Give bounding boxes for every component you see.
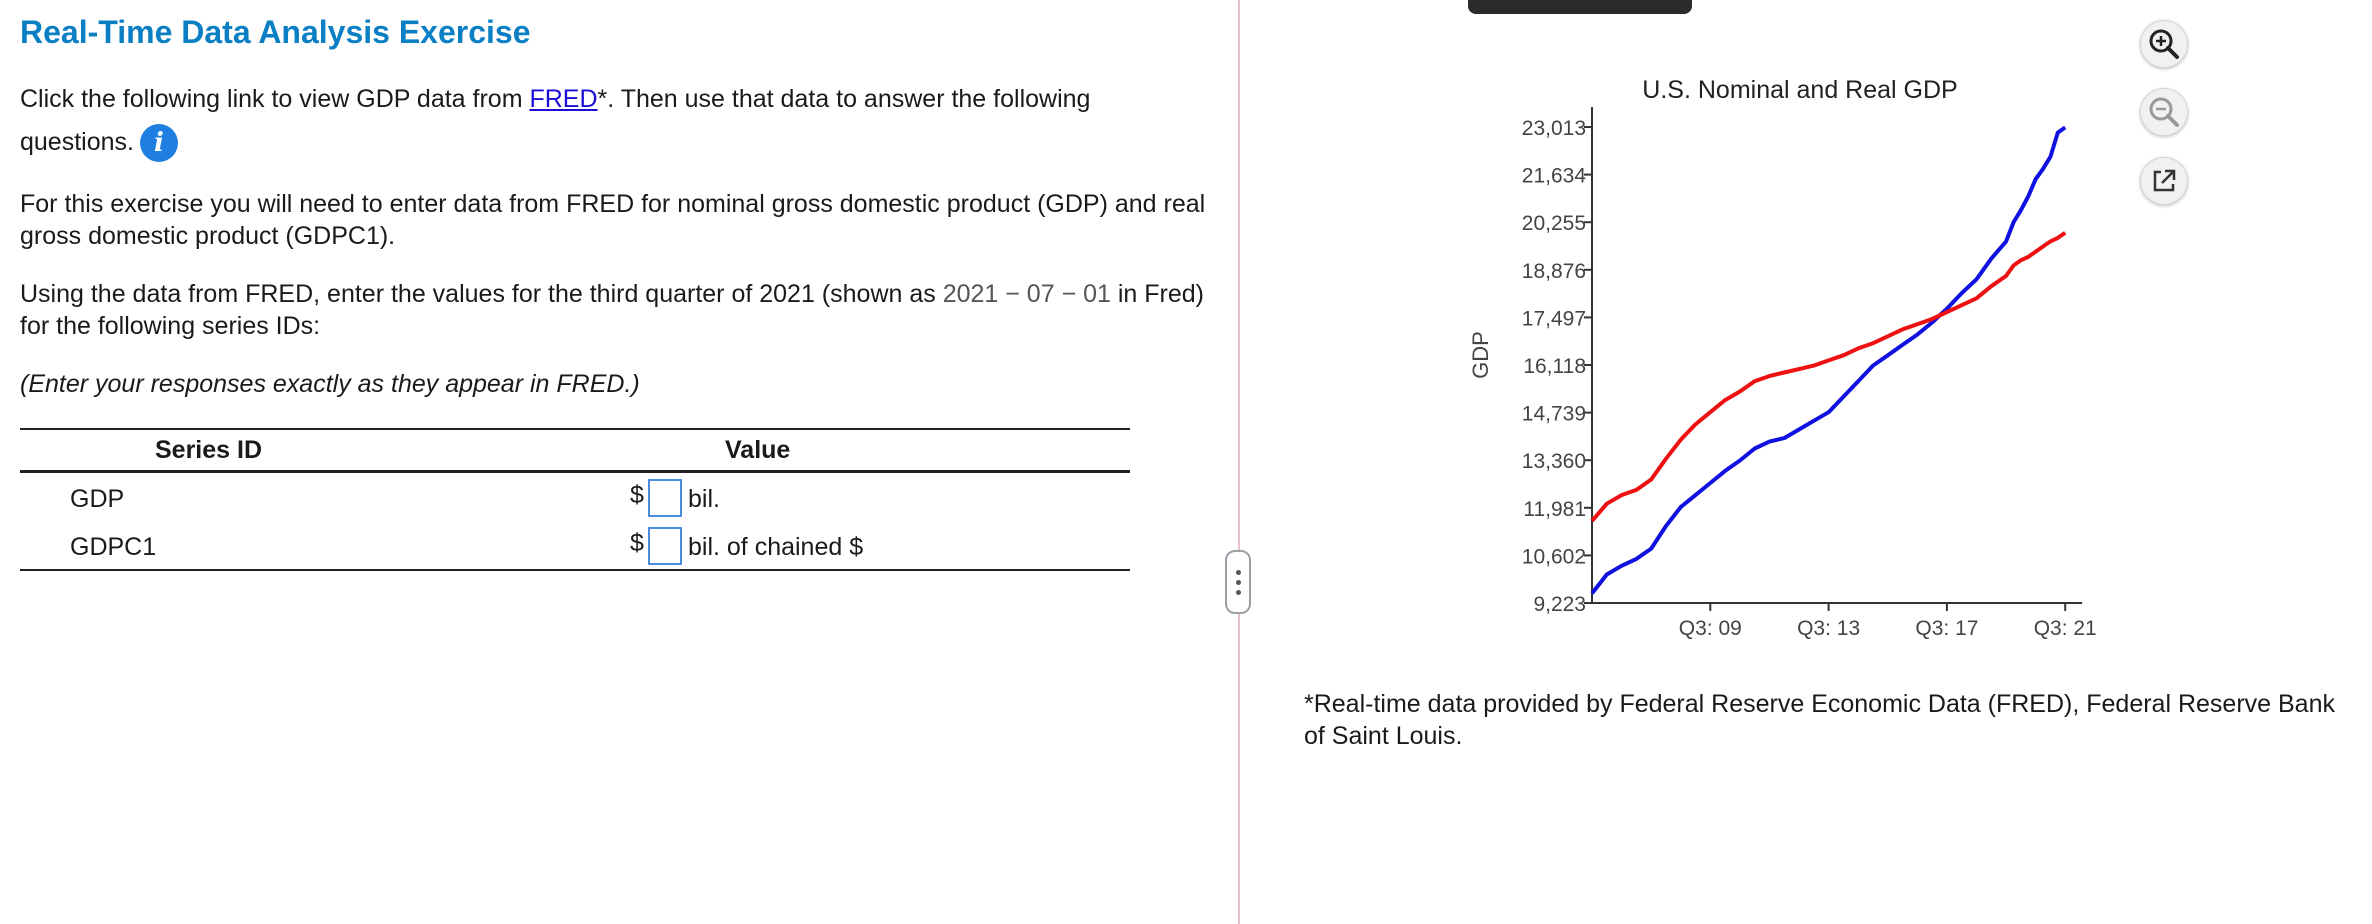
fred-footnote: *Real-time data provided by Federal Rese… xyxy=(1304,690,2335,750)
series-line-1 xyxy=(1590,231,2067,523)
series-id-gdpc1: GDPC1 xyxy=(70,533,157,561)
x-tick-label: Q3: 13 xyxy=(1797,617,1860,640)
external-link-icon xyxy=(2153,169,2176,192)
dollar-prefix: $ xyxy=(630,481,644,509)
y-tick-label: 16,118 xyxy=(1523,355,1586,378)
y-tick-label: 10,602 xyxy=(1522,545,1586,568)
fred-link[interactable]: FRED xyxy=(529,85,598,113)
instructions-paragraph: For this exercise you will need to enter… xyxy=(20,190,1206,250)
intro-paragraph: Click the following link to view GDP dat… xyxy=(20,78,1180,164)
gdp-chart: U.S. Nominal and Real GDP GDP 9,223 10,60… xyxy=(1468,76,2097,640)
intro-text-pre: Click the following link to view GDP dat… xyxy=(20,85,530,113)
y-tick-label: 23,013 xyxy=(1522,117,1586,140)
y-axis-label: GDP xyxy=(1468,331,1493,379)
table-row-gdp: GDP $ bil. xyxy=(20,473,1130,521)
panel-splitter-handle[interactable] xyxy=(1225,550,1251,614)
series-id-gdp: GDP xyxy=(70,485,125,513)
info-icon[interactable]: i xyxy=(139,124,178,163)
toolbar-tab[interactable] xyxy=(1468,0,1692,14)
handle-dot xyxy=(1235,579,1241,585)
y-tick-label: 21,634 xyxy=(1522,165,1587,188)
y-tick-label: 14,739 xyxy=(1522,403,1586,426)
y-tick-label: 17,497 xyxy=(1522,307,1586,330)
x-tick-label: Q3: 09 xyxy=(1679,617,1742,640)
y-tick-label: 13,360 xyxy=(1522,450,1586,473)
handle-dot xyxy=(1235,569,1241,575)
table-row-gdpc1: GDPC1 $ bil. of chained $ xyxy=(20,521,1130,569)
zoom-in-button[interactable] xyxy=(2140,20,2188,68)
x-tick-label: Q3: 17 xyxy=(1915,617,1978,640)
table-header: Series ID Value xyxy=(20,430,1130,473)
y-tick-label: 18,876 xyxy=(1522,260,1586,283)
entry-note: (Enter your responses exactly as they ap… xyxy=(20,370,640,398)
exercise-title: Real-Time Data Analysis Exercise xyxy=(20,14,531,50)
date-instructions-post: in Fred) for the following series IDs: xyxy=(20,280,1205,340)
date-instructions-paragraph: Using the data from FRED, enter the valu… xyxy=(20,278,1220,342)
date-instructions-pre: Using the data from FRED, enter the valu… xyxy=(20,280,943,308)
table-bottom-rule xyxy=(20,569,1130,571)
header-series-id: Series ID xyxy=(155,436,263,464)
unit-label-gdp: bil. xyxy=(688,485,720,513)
gdp-value-input[interactable] xyxy=(648,479,682,517)
zoom-out-button[interactable] xyxy=(2140,88,2188,136)
chart-series xyxy=(1590,125,2067,595)
gdpc1-value-input[interactable] xyxy=(648,527,682,565)
zoom-in-icon xyxy=(2149,29,2179,59)
header-value: Value xyxy=(725,436,791,464)
exercise-panel: Real-Time Data Analysis Exercise Click t… xyxy=(20,14,1220,571)
y-tick-label: 11,981 xyxy=(1523,498,1586,521)
series-line-0 xyxy=(1590,125,2067,595)
dollar-prefix: $ xyxy=(630,529,644,557)
y-tick-label: 20,255 xyxy=(1522,212,1586,235)
chart-panel: U.S. Nominal and Real GDP GDP 9,223 10,60… xyxy=(1240,0,2372,924)
series-table: Series ID Value GDP $ bil. GDPC1 $ bil. … xyxy=(20,428,1130,571)
panel-divider xyxy=(1238,0,1240,924)
handle-dot xyxy=(1235,589,1241,595)
table-top-rule xyxy=(20,428,1130,430)
unit-label-gdpc1: bil. of chained $ xyxy=(688,533,864,561)
intro-text-post: *. Then use that data to answer the foll… xyxy=(20,85,1091,156)
x-tick-label: Q3: 21 xyxy=(2034,617,2097,640)
chart-title: U.S. Nominal and Real GDP xyxy=(1642,76,1957,104)
y-tick-label: 9,223 xyxy=(1533,593,1586,616)
date-value: 2021 − 07 − 01 xyxy=(942,280,1111,308)
zoom-out-icon xyxy=(2149,97,2179,127)
chart-axes: 9,223 10,602 11,981 13,360 14,739 16,118 17,49… xyxy=(1522,107,2097,640)
popout-button[interactable] xyxy=(2140,157,2188,205)
